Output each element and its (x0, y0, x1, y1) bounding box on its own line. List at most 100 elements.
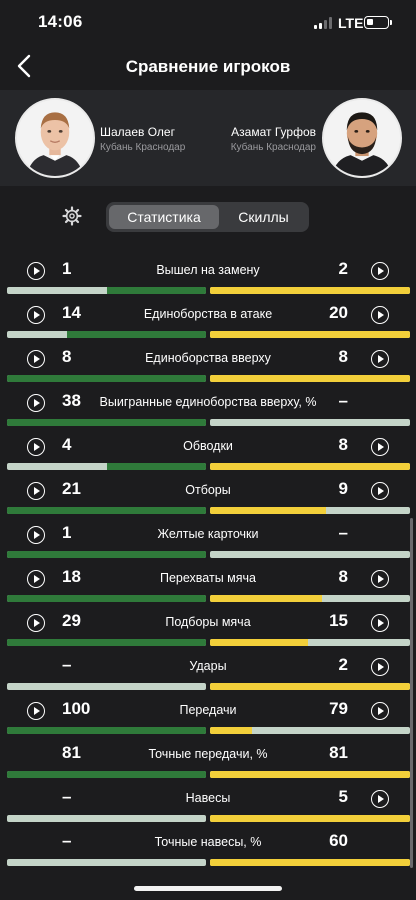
player-left-avatar[interactable] (15, 98, 95, 178)
stat-left-value: 81 (62, 743, 81, 762)
stat-right-value: 8 (338, 567, 348, 586)
stat-row: – Навесы 5 (0, 786, 416, 830)
player-right-avatar[interactable] (322, 98, 402, 178)
tab-skills[interactable]: Скиллы (238, 209, 289, 225)
stat-left-bar (7, 595, 206, 602)
stats-list[interactable]: 1 Вышел на замену 2 14 Единоборства в ат… (0, 244, 416, 900)
stat-left-bar (7, 507, 206, 514)
stat-label: Отборы (185, 483, 231, 497)
battery-icon (364, 16, 389, 29)
stat-left-value: 14 (62, 303, 81, 322)
stat-label: Обводки (183, 439, 233, 453)
play-icon[interactable] (27, 614, 45, 632)
stat-label: Точные передачи, % (148, 747, 268, 761)
gear-icon[interactable] (62, 206, 82, 226)
stat-label: Точные навесы, % (154, 835, 262, 849)
chevron-left-icon[interactable] (10, 51, 40, 81)
stat-left-bar (7, 551, 206, 558)
stat-row: 4 Обводки 8 (0, 434, 416, 478)
stat-right-bar (210, 551, 410, 558)
stat-right-value: 2 (338, 655, 348, 674)
stat-right-bar (210, 463, 410, 470)
stat-row: 21 Отборы 9 (0, 478, 416, 522)
stat-right-bar (210, 287, 410, 294)
play-icon[interactable] (371, 262, 389, 280)
stat-left-value: 18 (62, 567, 81, 586)
stat-right-value: 9 (338, 479, 348, 498)
stat-label: Выигранные единоборства вверху, % (99, 395, 317, 409)
stat-right-bar (210, 859, 410, 866)
stat-label: Удары (189, 659, 227, 673)
stat-left-bar (7, 639, 206, 646)
stat-row: 38 Выигранные единоборства вверху, % – (0, 390, 416, 434)
stat-left-value: – (62, 831, 72, 850)
stat-left-bar (7, 727, 206, 734)
stat-left-bar (7, 859, 206, 866)
stat-right-value: 60 (329, 831, 348, 850)
play-icon[interactable] (371, 438, 389, 456)
stat-left-bar (7, 683, 206, 690)
tabs-segmented-control: Статистика Скиллы (106, 202, 309, 232)
stat-left-value: – (62, 787, 72, 806)
play-icon[interactable] (27, 394, 45, 412)
stat-label: Передачи (179, 703, 237, 717)
play-icon[interactable] (371, 570, 389, 588)
player-left-team: Кубань Краснодар (100, 142, 186, 153)
stat-label: Подборы мяча (165, 615, 251, 629)
stat-right-value: 79 (329, 699, 348, 718)
play-icon[interactable] (371, 790, 389, 808)
nav-bar: Сравнение игроков (0, 44, 416, 90)
stat-right-value: 5 (338, 787, 348, 806)
stat-label: Перехваты мяча (159, 571, 256, 585)
tab-bar: Статистика Скиллы (0, 186, 416, 244)
stat-label: Вышел на замену (156, 263, 260, 277)
play-icon[interactable] (27, 570, 45, 588)
stat-right-value: – (338, 391, 348, 410)
play-icon[interactable] (371, 482, 389, 500)
play-icon[interactable] (27, 702, 45, 720)
stat-left-bar (7, 375, 206, 382)
stat-label: Единоборства в атаке (143, 307, 273, 321)
home-indicator[interactable] (134, 886, 282, 891)
stat-left-value: 38 (62, 391, 81, 410)
play-icon[interactable] (371, 614, 389, 632)
tab-statistics[interactable]: Статистика (109, 205, 219, 229)
play-icon[interactable] (27, 482, 45, 500)
stat-left-bar (7, 771, 206, 778)
scrollbar[interactable] (410, 518, 413, 868)
players-header: Шалаев Олег Кубань Краснодар Азамат Гурф… (0, 90, 416, 186)
stat-right-bar (210, 331, 410, 338)
stat-row: 1 Желтые карточки – (0, 522, 416, 566)
stat-right-bar (210, 771, 410, 778)
play-icon[interactable] (371, 350, 389, 368)
play-icon[interactable] (27, 306, 45, 324)
play-icon[interactable] (27, 438, 45, 456)
play-icon[interactable] (371, 306, 389, 324)
status-bar: 14:06 LTE (0, 0, 416, 44)
status-time: 14:06 (38, 12, 83, 31)
stat-row: 18 Перехваты мяча 8 (0, 566, 416, 610)
stat-right-value: 8 (338, 347, 348, 366)
stat-row: – Точные навесы, % 60 (0, 830, 416, 874)
play-icon[interactable] (371, 658, 389, 676)
player-right-team: Кубань Краснодар (230, 142, 316, 153)
play-icon[interactable] (27, 526, 45, 544)
play-icon[interactable] (371, 702, 389, 720)
play-icon[interactable] (27, 262, 45, 280)
stat-right-value: 20 (329, 303, 348, 322)
stat-right-bar (210, 727, 410, 734)
stat-left-value: 8 (62, 347, 72, 366)
stat-row: 8 Единоборства вверху 8 (0, 346, 416, 390)
stat-label: Навесы (185, 791, 231, 805)
stat-left-value: 29 (62, 611, 81, 630)
stat-label: Желтые карточки (157, 527, 259, 541)
stat-left-bar (7, 287, 206, 294)
signal-icon (314, 17, 332, 29)
stat-right-value: 8 (338, 435, 348, 454)
stat-right-bar (210, 815, 410, 822)
stat-row: 100 Передачи 79 (0, 698, 416, 742)
play-icon[interactable] (27, 350, 45, 368)
stat-left-value: 1 (62, 259, 72, 278)
stat-right-bar (210, 595, 410, 602)
stat-left-bar (7, 815, 206, 822)
